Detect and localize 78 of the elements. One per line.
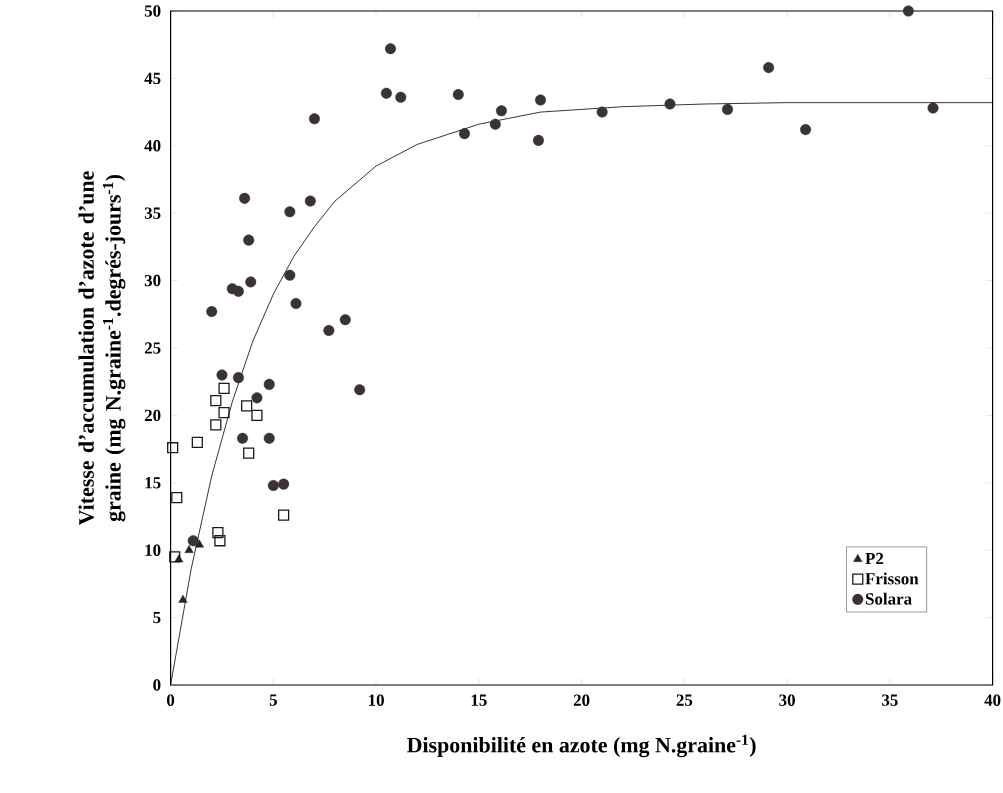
point — [218, 382, 230, 395]
point — [284, 269, 296, 281]
point — [191, 436, 203, 448]
y-tick-label: 40 — [144, 140, 161, 152]
point — [239, 192, 251, 204]
point — [339, 314, 351, 326]
point — [380, 87, 392, 99]
point — [167, 442, 179, 454]
y-tick-label: 5 — [153, 611, 161, 624]
y-tick-label: 35 — [144, 207, 161, 219]
x-tick-label: 5 — [269, 694, 277, 706]
y-tick-label: 20 — [144, 409, 161, 422]
point — [212, 527, 224, 539]
point — [218, 407, 230, 419]
point — [232, 285, 244, 297]
point — [395, 91, 407, 103]
point — [184, 545, 194, 553]
legend-label: Frisson — [865, 572, 919, 585]
point — [263, 432, 275, 444]
point — [263, 378, 275, 390]
point — [243, 234, 255, 246]
x-tick-label: 10 — [369, 694, 384, 706]
point — [278, 478, 290, 490]
y-tick-label: 10 — [145, 544, 161, 556]
y-tick-label: 45 — [144, 72, 161, 85]
point — [664, 98, 676, 110]
point — [290, 298, 302, 309]
legend-label: P2 — [865, 552, 884, 565]
x-tick-label: 30 — [779, 694, 795, 706]
x-tick-label: 35 — [882, 694, 898, 706]
point — [284, 206, 296, 218]
point — [171, 491, 183, 504]
point — [323, 324, 335, 336]
point — [596, 106, 608, 118]
point — [187, 535, 199, 547]
point — [216, 369, 228, 381]
point — [278, 509, 290, 521]
point — [535, 94, 546, 106]
point — [902, 5, 914, 17]
point — [800, 124, 812, 136]
point — [385, 43, 396, 55]
point — [267, 480, 279, 491]
point — [251, 392, 263, 404]
legend-label: Solara — [865, 592, 912, 605]
point — [241, 400, 253, 412]
point — [237, 432, 249, 444]
x-tick-label: 40 — [984, 694, 1001, 706]
point — [489, 118, 501, 130]
point — [210, 419, 222, 431]
point — [210, 394, 222, 407]
y-tick-label: 50 — [144, 5, 161, 17]
point — [169, 551, 181, 563]
point — [232, 372, 244, 384]
point — [458, 128, 470, 140]
point — [178, 594, 188, 603]
point — [722, 103, 733, 115]
y-tick-label: 0 — [153, 679, 161, 691]
point — [532, 134, 544, 146]
point — [927, 102, 939, 114]
x-tick-label: 20 — [573, 694, 590, 706]
x-tick-label: 25 — [676, 694, 693, 706]
point — [245, 276, 257, 288]
y-tick-label: 30 — [144, 274, 161, 287]
x-axis-title: Disponibilité en azote (mg N.graine$^{-1}$) — [407, 734, 756, 758]
point — [495, 105, 507, 117]
point — [243, 447, 255, 459]
point — [206, 306, 218, 318]
y-tick-label: 25 — [144, 342, 161, 354]
point — [304, 195, 316, 207]
point — [354, 384, 366, 396]
point — [452, 89, 464, 101]
point — [251, 409, 263, 422]
point — [308, 113, 320, 125]
x-tick-label: 15 — [471, 694, 487, 706]
point — [763, 62, 775, 74]
point — [214, 535, 226, 547]
x-tick-label: 0 — [167, 694, 175, 706]
y-tick-label: 15 — [145, 477, 161, 489]
